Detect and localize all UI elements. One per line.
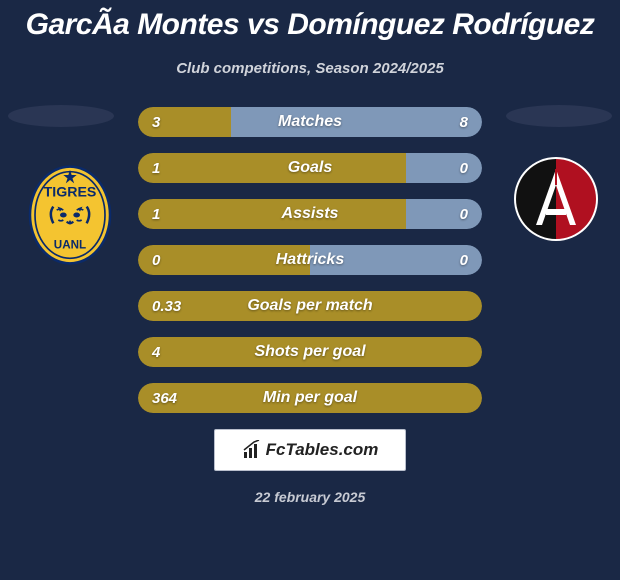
bar-left-value: 0: [138, 245, 174, 275]
svg-text:UANL: UANL: [54, 238, 86, 251]
bar-left-value: 364: [138, 383, 191, 413]
chart-icon: [242, 440, 262, 460]
brand-badge: FcTables.com: [214, 429, 406, 471]
stat-row: Hattricks0 0: [138, 245, 482, 275]
bar-left-value: 0.33: [138, 291, 195, 321]
stat-row: Min per goal364: [138, 383, 482, 413]
atlas-crest: [512, 155, 600, 243]
bar-right-value: 0: [446, 199, 482, 229]
bar-label: Goals: [138, 153, 482, 183]
bar-label: Matches: [138, 107, 482, 137]
bar-left-value: 4: [138, 337, 174, 367]
bar-right-value: 8: [446, 107, 482, 137]
bar-left-value: 3: [138, 107, 174, 137]
bar-label: Hattricks: [138, 245, 482, 275]
shadow-right: [506, 105, 612, 127]
brand-label: FcTables.com: [266, 440, 379, 460]
comparison-panel: TIGRES UANL Matches38Goals10Assists10Hat…: [0, 107, 620, 413]
bar-right-value: 0: [446, 245, 482, 275]
stat-row: Goals per match0.33: [138, 291, 482, 321]
stat-row: Shots per goal4: [138, 337, 482, 367]
tigres-uanl-crest: TIGRES UANL: [20, 165, 120, 265]
bar-left-value: 1: [138, 153, 174, 183]
stat-bars: Matches38Goals10Assists10Hattricks00Goal…: [138, 107, 482, 413]
bar-label: Assists: [138, 199, 482, 229]
subtitle: Club competitions, Season 2024/2025: [0, 60, 620, 77]
bar-left-value: 1: [138, 199, 174, 229]
stat-row: Assists1 0: [138, 199, 482, 229]
svg-text:TIGRES: TIGRES: [44, 185, 97, 201]
stat-row: Goals1 0: [138, 153, 482, 183]
page-title: GarcÃ­a Montes vs Domínguez Rodríguez: [0, 0, 620, 42]
date-label: 22 february 2025: [0, 489, 620, 505]
bar-label: Shots per goal: [138, 337, 482, 367]
shadow-left: [8, 105, 114, 127]
stat-row: Matches3 8: [138, 107, 482, 137]
bar-right-value: 0: [446, 153, 482, 183]
